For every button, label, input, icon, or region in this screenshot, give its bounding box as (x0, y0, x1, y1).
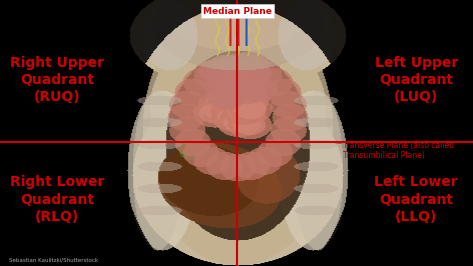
Text: Median Plane: Median Plane (203, 7, 272, 16)
Text: Sebastian Kaulitzki/Shutterstock: Sebastian Kaulitzki/Shutterstock (9, 257, 98, 262)
Text: Transverse Plane (also called
Transumbilical Plane): Transverse Plane (also called Transumbil… (343, 141, 454, 160)
Text: Right Upper
Quadrant
(RUQ): Right Upper Quadrant (RUQ) (10, 56, 104, 104)
Text: Left Upper
Quadrant
(LUQ): Left Upper Quadrant (LUQ) (375, 56, 458, 104)
Text: Left Lower
Quadrant
(LLQ): Left Lower Quadrant (LLQ) (375, 175, 458, 224)
Text: Right Lower
Quadrant
(RLQ): Right Lower Quadrant (RLQ) (9, 175, 104, 224)
